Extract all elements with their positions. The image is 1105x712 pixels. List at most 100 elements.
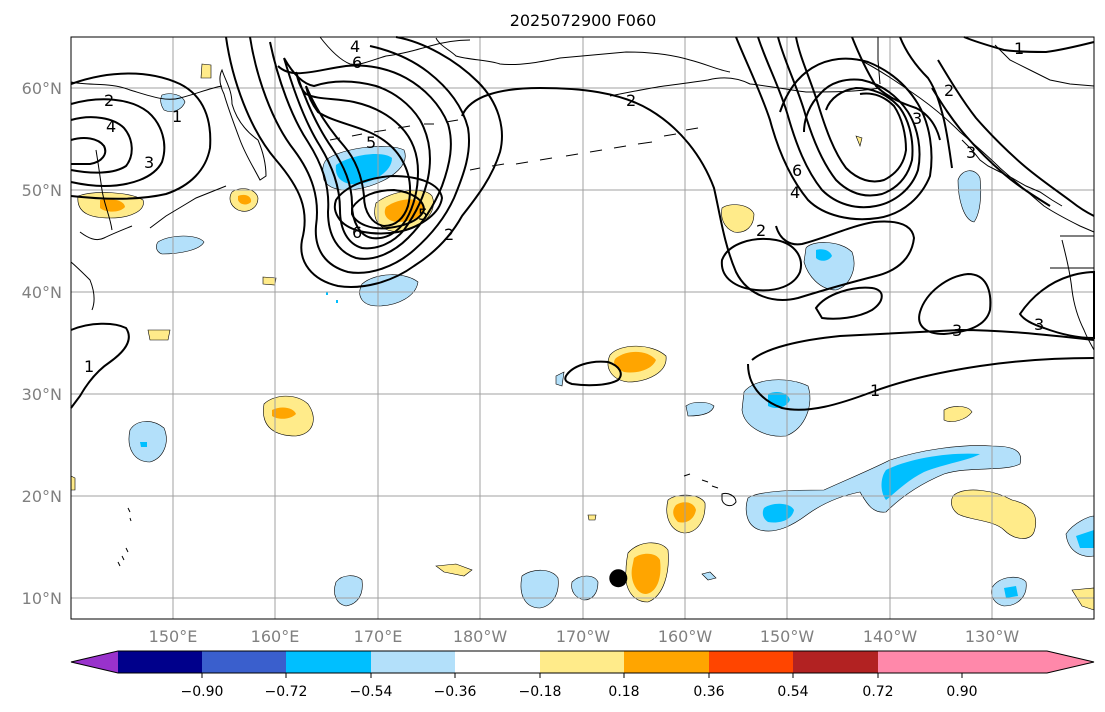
contour-label: 1	[1014, 39, 1024, 58]
colorbar-extend-max	[962, 651, 1094, 673]
contour-line	[777, 36, 914, 197]
coast-us-west	[1061, 239, 1095, 351]
figure-title: 2025072900 F060	[510, 11, 657, 30]
contour-label: 3	[1034, 315, 1044, 334]
contour-label: 1	[172, 107, 182, 126]
contour-line	[795, 36, 908, 183]
contour-label: 2	[756, 221, 766, 240]
contour-line	[295, 71, 420, 240]
contour-line	[70, 98, 166, 188]
coast-alaska-west	[319, 36, 471, 65]
map-frame	[70, 36, 1095, 620]
contour-label: 2	[944, 81, 954, 100]
contour-line	[814, 286, 883, 320]
contour-line	[735, 36, 933, 221]
contour-line	[70, 322, 130, 409]
contour-label: 3	[952, 321, 962, 340]
contour-line	[269, 41, 452, 260]
pos-area	[587, 514, 597, 521]
coast-bering-east	[435, 37, 731, 73]
contour-line	[333, 174, 444, 235]
contour-line	[720, 238, 802, 292]
contour-label: 2	[104, 91, 114, 110]
colorbar-tick-label: 0.54	[777, 684, 808, 700]
lat-tick: 30°N	[22, 385, 62, 404]
lat-tick: 50°N	[22, 181, 62, 200]
lon-tick: 180°W	[453, 627, 508, 646]
contour-line	[564, 360, 622, 387]
pos-core	[238, 194, 252, 205]
pos-core	[614, 351, 656, 373]
contour-line	[283, 57, 431, 250]
lon-tick: 150°E	[149, 627, 198, 646]
neg-core	[326, 292, 328, 295]
coast-hawaii	[683, 473, 737, 507]
contour-label: 3	[144, 153, 154, 172]
contour-line	[351, 188, 426, 230]
coastlines	[70, 36, 1095, 567]
coast-gulf-alaska	[859, 59, 1095, 233]
pos-core	[631, 553, 661, 594]
contour-line	[751, 328, 1095, 361]
contour-label: 5	[418, 205, 428, 224]
colorbar-tick-label: −0.18	[519, 684, 562, 700]
colorbar-tick-labels: −0.90 −0.72 −0.54 −0.36 −0.18 0.18 0.36 …	[181, 684, 978, 700]
neg-core	[762, 503, 794, 523]
map-panel: 4 6 2 4 3 1 5 5 6 2 2 2 6 4 3 3 2 1 3 3 …	[70, 36, 1095, 620]
colorbar-ticks	[201, 673, 963, 678]
lon-tick: 170°W	[556, 627, 611, 646]
pos-core	[384, 199, 424, 222]
colorbar: −0.90 −0.72 −0.54 −0.36 −0.18 0.18 0.36 …	[70, 650, 1095, 700]
neg-core	[1076, 530, 1094, 548]
pos-area	[262, 276, 277, 286]
contour-label: 4	[790, 183, 800, 202]
contour-line	[249, 36, 470, 274]
contour-line	[963, 36, 1095, 54]
pos-core	[272, 407, 296, 419]
longitude-tick-labels: 150°E 160°E 170°E 180°W 170°W 160°W 150°…	[149, 627, 1020, 646]
contour-line	[70, 116, 133, 174]
colorbar-bin	[878, 651, 962, 673]
latitude-tick-labels: 60°N 50°N 40°N 30°N 20°N 10°N	[22, 79, 62, 608]
coast-border-alaska-canada	[877, 37, 881, 85]
contour-line	[225, 36, 503, 288]
contour-line	[305, 85, 411, 228]
coast-aleutians	[329, 119, 699, 171]
coast-kamchatka-siberia	[219, 68, 267, 181]
colorbar-outline	[70, 650, 1095, 674]
contour-label: 3	[966, 143, 976, 162]
neg-area	[156, 235, 205, 255]
neg-core	[1004, 586, 1018, 598]
lon-tick: 150°W	[760, 627, 815, 646]
contour-line	[757, 36, 921, 209]
contour-line	[747, 357, 1095, 411]
contour-label: 1	[84, 357, 94, 376]
contour-line	[70, 137, 107, 165]
pos-area	[855, 135, 863, 147]
pos-area	[721, 204, 755, 233]
neg-core	[816, 249, 832, 261]
pos-area	[147, 329, 171, 341]
colorbar-bin	[455, 651, 540, 673]
lon-tick: 160°E	[251, 627, 300, 646]
neg-area	[128, 421, 167, 463]
neg-area	[571, 575, 599, 601]
pos-area	[435, 563, 473, 577]
colorbar-bin	[202, 651, 286, 673]
colorbar-tick-label: 0.36	[693, 684, 724, 700]
lat-tick: 60°N	[22, 79, 62, 98]
colorbar-tick-label: −0.72	[265, 684, 308, 700]
contour-label: 6	[352, 53, 362, 72]
contour-line	[931, 87, 1051, 207]
pos-area	[951, 489, 1036, 539]
colorbar-bin	[709, 651, 793, 673]
colorbar-bin	[793, 651, 878, 673]
lat-tick: 20°N	[22, 487, 62, 506]
neg-area	[555, 371, 565, 387]
lat-tick: 40°N	[22, 283, 62, 302]
pos-area	[943, 406, 973, 422]
neg-core	[881, 453, 980, 500]
coast-canada-inland	[994, 44, 1095, 87]
coast-okhotsk	[70, 81, 223, 100]
